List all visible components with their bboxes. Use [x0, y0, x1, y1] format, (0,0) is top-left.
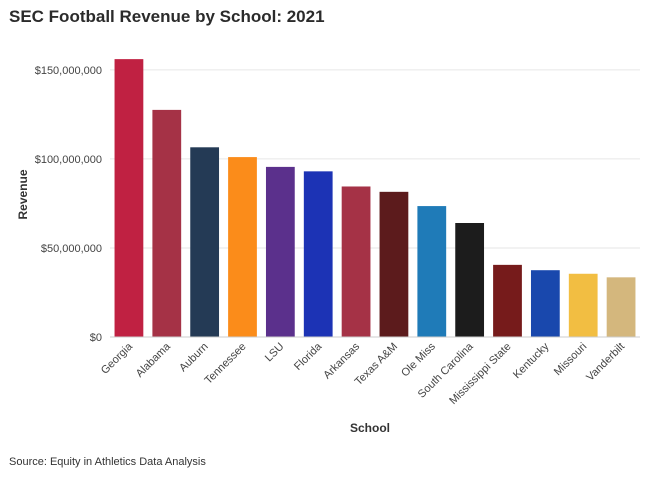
bar-texas-a-m: [379, 191, 409, 337]
x-tick-label: LSU: [263, 341, 287, 365]
bar-tennessee: [228, 157, 257, 337]
bar-florida: [303, 171, 333, 337]
source-note: Source: Equity in Athletics Data Analysi…: [9, 456, 206, 468]
bar-arkansas: [341, 186, 371, 337]
y-tick-label: $50,000,000: [41, 243, 102, 255]
x-axis-title: School: [350, 421, 390, 435]
bar-alabama: [152, 109, 182, 337]
x-tick-label: Tennessee: [203, 341, 249, 387]
y-tick-label: $0: [90, 332, 102, 344]
x-tick-label: Georgia: [99, 340, 136, 377]
y-axis-title: Revenue: [16, 169, 30, 219]
x-tick-label: Vanderbilt: [584, 341, 627, 384]
bar-ole-miss: [417, 206, 447, 337]
bar-kentucky: [530, 270, 560, 337]
bar-auburn: [190, 147, 220, 337]
bar-missouri: [568, 273, 598, 337]
x-tick-label: Ole Miss: [399, 340, 438, 379]
chart-title: SEC Football Revenue by School: 2021: [9, 7, 325, 26]
x-tick-label: Auburn: [177, 341, 211, 375]
x-tick-label: Kentucky: [511, 340, 552, 381]
bar-vanderbilt: [606, 277, 636, 337]
y-tick-label: $100,000,000: [35, 154, 102, 166]
x-tick-label: Alabama: [134, 340, 174, 380]
y-tick-label: $150,000,000: [35, 65, 102, 77]
bar-lsu: [265, 166, 295, 337]
gridlines: [110, 69, 640, 249]
bar-georgia: [114, 59, 144, 337]
y-axis-ticks: $0 $50,000,000 $100,000,000 $150,000,000: [35, 65, 102, 344]
x-tick-label: Missouri: [552, 341, 589, 378]
bars: [114, 59, 636, 337]
bar-south-carolina: [455, 223, 485, 337]
x-tick-label: Florida: [292, 340, 325, 373]
bar-mississippi-state: [493, 264, 522, 337]
